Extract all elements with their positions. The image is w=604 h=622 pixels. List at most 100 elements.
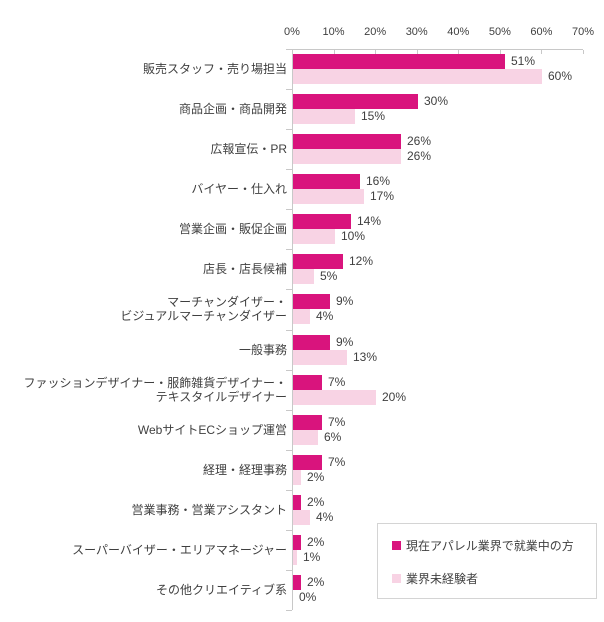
value-label: 2% [307, 534, 325, 549]
legend: 現在アパレル業界で就業中の方 業界未経験者 [377, 523, 597, 599]
x-axis-tick-label: 50% [488, 26, 511, 38]
bar-inexperienced [293, 509, 310, 525]
bar-current-apparel [293, 54, 505, 69]
x-axis-tick-label: 10% [322, 26, 345, 38]
bar-inexperienced [293, 389, 376, 405]
bar-inexperienced [293, 549, 297, 565]
category-label: 営業企画・販促企画 [178, 222, 287, 237]
x-axis-tick-mark [375, 50, 376, 54]
bar-current-apparel [293, 574, 301, 590]
value-label: 9% [336, 294, 354, 309]
category-label: WebサイトECショップ運営 [137, 422, 287, 437]
bar-inexperienced [293, 69, 542, 84]
category-label: 一般事務 [238, 342, 287, 357]
category-label: その他クリエイティブ系 [155, 582, 287, 597]
bar-current-apparel [293, 214, 351, 230]
category-label: 広報宣伝・PR [210, 142, 287, 157]
value-label: 14% [357, 214, 382, 229]
category-label: スーパーバイザー・エリアマネージャー [72, 542, 287, 557]
value-label: 20% [382, 389, 407, 404]
y-axis-line [292, 49, 293, 610]
y-axis-tick-mark [286, 249, 292, 250]
value-label: 2% [307, 469, 325, 484]
value-label: 4% [316, 509, 334, 524]
value-label: 5% [320, 269, 338, 284]
x-axis-tick-mark [500, 50, 501, 54]
category-label: バイヤー・仕入れ [191, 182, 287, 197]
bar-current-apparel [293, 374, 322, 390]
legend-label-current-apparel: 現在アパレル業界で就業中の方 [406, 539, 574, 553]
x-axis-tick-label: 40% [447, 26, 470, 38]
bar-inexperienced [293, 109, 355, 125]
bar-current-apparel [293, 294, 330, 310]
value-label: 9% [336, 334, 354, 349]
y-axis-tick-mark [286, 610, 292, 611]
value-label: 7% [328, 374, 346, 389]
x-axis-tick-mark [334, 50, 335, 54]
value-label: 1% [303, 549, 321, 564]
y-axis-tick-mark [286, 49, 292, 50]
x-axis-tick-mark [583, 50, 584, 54]
x-axis-tick-label: 60% [530, 26, 553, 38]
bar-inexperienced [293, 149, 401, 165]
x-axis-tick-label: 20% [364, 26, 387, 38]
value-label: 0% [299, 589, 317, 604]
bar-current-apparel [293, 254, 343, 270]
category-label: 営業事務・営業アシスタント [131, 502, 287, 517]
x-axis-tick-label: 0% [284, 26, 300, 38]
bar-inexperienced [293, 469, 301, 485]
y-axis-tick-mark [286, 450, 292, 451]
y-axis-tick-mark [286, 330, 292, 331]
value-label: 30% [424, 94, 449, 109]
legend-item-current-apparel: 現在アパレル業界で就業中の方 [392, 537, 574, 554]
value-label: 16% [366, 174, 391, 189]
x-axis-tick-label: 70% [571, 26, 595, 38]
value-label: 13% [353, 349, 378, 364]
bar-current-apparel [293, 494, 301, 510]
x-axis-tick-mark [292, 50, 293, 54]
bar-current-apparel [293, 534, 301, 550]
bar-inexperienced [293, 229, 335, 245]
y-axis-tick-mark [286, 169, 292, 170]
legend-item-inexperienced: 業界未経験者 [392, 570, 478, 587]
bar-current-apparel [293, 94, 418, 110]
category-label: ファッションデザイナー・服飾雑貨デザイナー・ テキスタイルデザイナー [23, 375, 287, 404]
bar-inexperienced [293, 269, 314, 285]
value-label: 17% [370, 189, 395, 204]
bar-current-apparel [293, 174, 360, 190]
value-label: 4% [316, 309, 334, 324]
bar-current-apparel [293, 334, 330, 350]
y-axis-tick-mark [286, 129, 292, 130]
value-label: 7% [328, 414, 346, 429]
y-axis-tick-mark [286, 530, 292, 531]
value-label: 12% [349, 254, 374, 269]
value-label: 2% [307, 494, 325, 509]
plot-top-border [292, 49, 583, 50]
category-label: 販売スタッフ・売り場担当 [142, 62, 287, 77]
x-axis-tick-mark [541, 50, 542, 54]
bar-current-apparel [293, 134, 401, 150]
legend-label-inexperienced: 業界未経験者 [406, 572, 479, 586]
legend-swatch-current-apparel [392, 541, 401, 550]
value-label: 15% [361, 109, 386, 124]
y-axis-tick-mark [286, 410, 292, 411]
bar-inexperienced [293, 349, 347, 365]
x-axis-tick-mark [458, 50, 459, 54]
y-axis-tick-mark [286, 89, 292, 90]
bar-current-apparel [293, 454, 322, 470]
value-label: 10% [341, 229, 366, 244]
category-label: 店長・店長候補 [202, 262, 287, 277]
bar-inexperienced [293, 309, 310, 325]
value-label: 6% [324, 429, 342, 444]
value-label: 26% [407, 134, 432, 149]
x-axis-tick-mark [417, 50, 418, 54]
bar-current-apparel [293, 414, 322, 430]
category-label: マーチャンダイザー・ ビジュアルマーチャンダイザー [120, 295, 287, 324]
value-label: 51% [511, 54, 536, 68]
y-axis-tick-mark [286, 570, 292, 571]
y-axis-tick-mark [286, 209, 292, 210]
bar-inexperienced [293, 429, 318, 445]
value-label: 60% [548, 69, 573, 83]
value-label: 26% [407, 149, 432, 164]
